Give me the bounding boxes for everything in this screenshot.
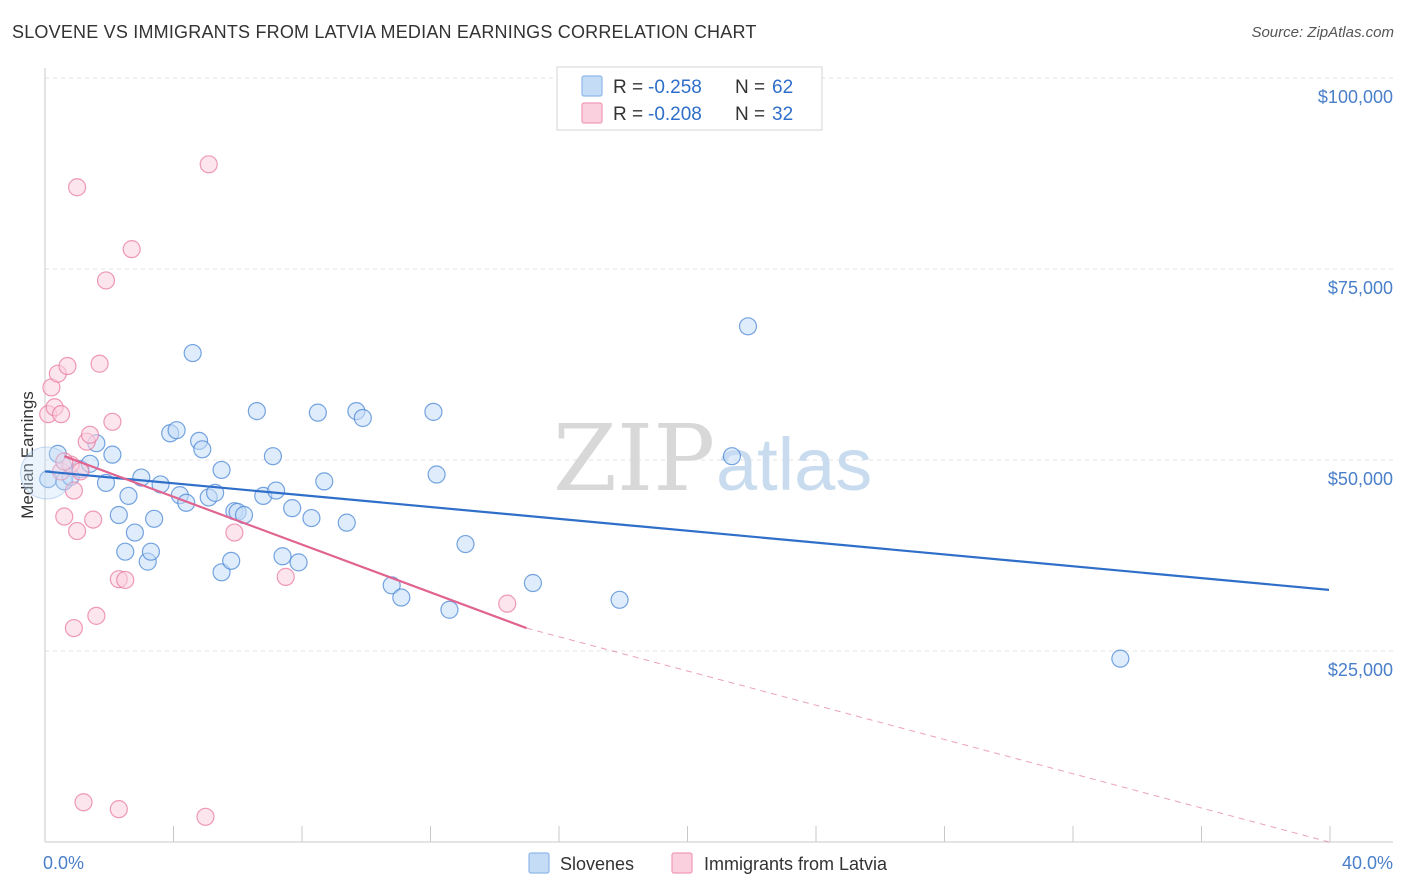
slovenes-point <box>337 513 356 532</box>
latvia-point <box>80 425 100 444</box>
y-axis-tick-labels: $25,000 $50,000 $75,000 $100,000 <box>1318 87 1393 680</box>
slovenes-point <box>722 447 742 466</box>
legend-r-value: -0.208 <box>648 104 702 125</box>
slovenes-point <box>1111 649 1130 668</box>
latvia-point <box>109 800 128 819</box>
latvia-point <box>225 523 244 542</box>
slovenes-point <box>177 493 196 512</box>
slovenes-point <box>103 445 122 464</box>
legend-n-label: N = <box>735 104 765 125</box>
slovenes-point <box>183 343 202 363</box>
slovenes-point <box>141 542 161 561</box>
slovenes-point <box>273 547 292 566</box>
bottom-legend-label-slovenes: Slovenes <box>560 854 634 874</box>
x-axis-ticks <box>44 826 1331 842</box>
latvia-point <box>116 570 135 590</box>
x-tick-label-max: 40.0% <box>1342 853 1393 873</box>
x-tick-label-min: 0.0% <box>43 853 84 873</box>
slovenes-point <box>167 421 186 440</box>
latvia-point <box>55 507 74 526</box>
slovenes-point <box>263 447 283 466</box>
slovenes-point <box>424 402 443 421</box>
latvia-point <box>199 155 218 174</box>
latvia-point <box>58 356 77 376</box>
latvia-point <box>498 594 517 613</box>
data-points <box>20 155 1130 826</box>
slovenes-point <box>315 472 334 491</box>
y-tick-label: $50,000 <box>1328 469 1393 489</box>
slovenes-point <box>302 508 321 528</box>
slovenes-point <box>212 460 231 480</box>
y-tick-label: $100,000 <box>1318 87 1393 107</box>
watermark-zip: ZIP <box>553 405 715 512</box>
latvia-point <box>87 606 106 625</box>
slovenes-point <box>283 499 302 518</box>
latvia-point <box>122 240 141 259</box>
bottom-legend-swatch-slovenes <box>528 852 550 874</box>
axes <box>44 68 1393 843</box>
slovenes-point <box>222 551 241 570</box>
bottom-legend-swatch-latvia <box>671 852 693 874</box>
y-tick-label: $25,000 <box>1328 660 1393 680</box>
slovenes-point <box>96 473 116 493</box>
slovenes-point <box>116 542 135 561</box>
latvia-point <box>196 807 215 826</box>
latvia-point <box>103 412 122 431</box>
slovenes-point <box>353 408 372 428</box>
latvia-point <box>51 405 71 424</box>
y-tick-label: $75,000 <box>1328 278 1393 298</box>
legend-row-slovenes: R = -0.258 N = 62 <box>581 75 793 98</box>
bottom-legend-label-latvia: Immigrants from Latvia <box>704 854 888 874</box>
latvia-point <box>90 354 109 373</box>
slovenes-point <box>456 534 475 554</box>
slovenes-point <box>119 486 138 506</box>
slovenes-point <box>308 403 327 422</box>
legend-row-latvia: R = -0.208 N = 32 <box>581 102 793 125</box>
latvia-point <box>96 271 116 290</box>
slovenes-point <box>440 600 459 619</box>
slovenes-point <box>109 505 128 525</box>
latvia-point <box>276 567 295 586</box>
watermark-atlas: atlas <box>716 423 872 506</box>
slovenes-point <box>610 590 629 609</box>
latvia-point <box>84 510 103 529</box>
slovenes-trend-line <box>44 470 1330 591</box>
slovenes-point <box>392 588 411 607</box>
legend-n-value: 62 <box>772 77 793 98</box>
chart-title: SLOVENE VS IMMIGRANTS FROM LATVIA MEDIAN… <box>12 22 757 42</box>
legend-swatch-latvia <box>581 102 603 124</box>
slovenes-point <box>289 553 308 572</box>
latvia-point <box>67 178 87 197</box>
slovenes-point <box>267 481 286 500</box>
latvia-point <box>74 793 93 812</box>
latvia-trend-line <box>63 455 527 630</box>
slovenes-point <box>247 402 266 421</box>
slovenes-point <box>523 573 543 593</box>
slovenes-point <box>427 465 446 484</box>
latvia-point <box>67 521 87 541</box>
legend-r-value: -0.258 <box>648 77 702 98</box>
slovenes-point <box>145 509 164 528</box>
watermark: ZIP atlas <box>553 405 872 512</box>
grid-lines <box>45 77 1393 652</box>
bottom-legend: Slovenes Immigrants from Latvia <box>528 852 888 874</box>
source-label: Source: ZipAtlas.com <box>1251 24 1394 41</box>
trend-lines <box>44 455 1330 843</box>
latvia-trend-extension <box>526 627 1330 843</box>
legend-r-label: R = <box>613 77 643 98</box>
legend-swatch-slovenes <box>581 75 603 97</box>
legend-n-value: 32 <box>772 104 793 125</box>
legend-box: R = -0.258 N = 62 R = -0.208 N = 32 <box>556 66 823 131</box>
slovenes-point <box>193 440 212 459</box>
slovenes-point <box>738 317 758 336</box>
latvia-point <box>64 618 83 638</box>
legend-r-label: R = <box>613 104 643 125</box>
slovenes-point <box>125 523 144 542</box>
legend-n-label: N = <box>735 77 765 98</box>
